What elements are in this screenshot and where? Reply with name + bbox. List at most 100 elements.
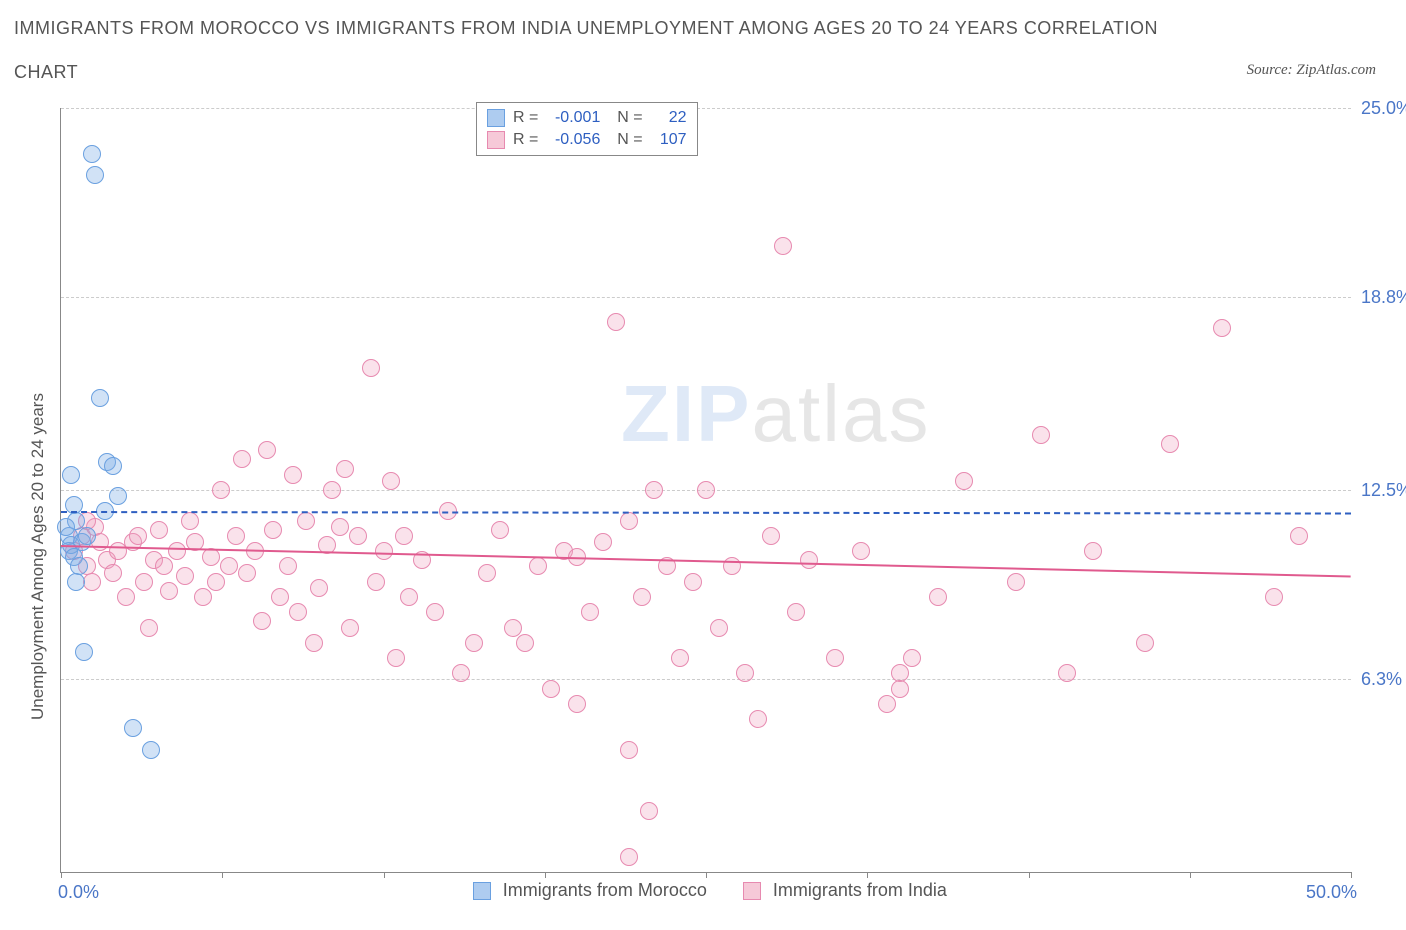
- data-point-morocco: [142, 741, 160, 759]
- chart-title-line1: IMMIGRANTS FROM MOROCCO VS IMMIGRANTS FR…: [14, 18, 1158, 39]
- gridline: [61, 108, 1351, 109]
- legend-swatch: [473, 882, 491, 900]
- data-point-morocco: [124, 719, 142, 737]
- data-point-india: [258, 441, 276, 459]
- data-point-india: [697, 481, 715, 499]
- data-point-india: [238, 564, 256, 582]
- data-point-india: [826, 649, 844, 667]
- data-point-india: [194, 588, 212, 606]
- data-point-india: [581, 603, 599, 621]
- data-point-india: [620, 512, 638, 530]
- legend-label: Immigrants from Morocco: [503, 880, 707, 901]
- data-point-india: [1007, 573, 1025, 591]
- legend-swatch: [487, 131, 505, 149]
- data-point-india: [331, 518, 349, 536]
- r-value: -0.056: [546, 129, 600, 151]
- legend-series: Immigrants from MoroccoImmigrants from I…: [473, 880, 971, 901]
- data-point-india: [891, 680, 909, 698]
- legend-stats-row: R = -0.001 N = 22: [487, 107, 687, 129]
- data-point-india: [645, 481, 663, 499]
- data-point-morocco: [62, 466, 80, 484]
- data-point-india: [465, 634, 483, 652]
- data-point-india: [212, 481, 230, 499]
- data-point-india: [607, 313, 625, 331]
- data-point-india: [620, 848, 638, 866]
- x-tick: [545, 872, 546, 878]
- data-point-india: [129, 527, 147, 545]
- data-point-india: [362, 359, 380, 377]
- x-axis-max-label: 50.0%: [1306, 882, 1357, 930]
- data-point-india: [336, 460, 354, 478]
- data-point-india: [903, 649, 921, 667]
- legend-stats: R = -0.001 N = 22R =-0.056 N =107: [476, 102, 698, 156]
- y-tick-label: 6.3%: [1361, 669, 1402, 690]
- n-value: 22: [651, 107, 687, 129]
- data-point-india: [491, 521, 509, 539]
- data-point-india: [349, 527, 367, 545]
- data-point-india: [1058, 664, 1076, 682]
- legend-swatch: [487, 109, 505, 127]
- x-tick: [1190, 872, 1191, 878]
- data-point-india: [395, 527, 413, 545]
- data-point-india: [516, 634, 534, 652]
- data-point-india: [264, 521, 282, 539]
- data-point-india: [529, 557, 547, 575]
- data-point-india: [787, 603, 805, 621]
- plot-area: ZIPatlas R = -0.001 N = 22R =-0.056 N =107…: [60, 108, 1351, 873]
- data-point-morocco: [75, 643, 93, 661]
- data-point-india: [168, 542, 186, 560]
- data-point-morocco: [57, 518, 75, 536]
- data-point-india: [1213, 319, 1231, 337]
- data-point-india: [749, 710, 767, 728]
- gridline: [61, 679, 1351, 680]
- data-point-india: [774, 237, 792, 255]
- data-point-india: [684, 573, 702, 591]
- data-point-india: [594, 533, 612, 551]
- data-point-morocco: [109, 487, 127, 505]
- data-point-morocco: [83, 145, 101, 163]
- data-point-india: [426, 603, 444, 621]
- data-point-india: [367, 573, 385, 591]
- x-tick: [384, 872, 385, 878]
- data-point-india: [160, 582, 178, 600]
- legend-stats-row: R =-0.056 N =107: [487, 129, 687, 151]
- x-tick: [1351, 872, 1352, 878]
- data-point-india: [117, 588, 135, 606]
- watermark-zip: ZIP: [621, 369, 751, 458]
- data-point-india: [297, 512, 315, 530]
- data-point-india: [140, 619, 158, 637]
- data-point-india: [955, 472, 973, 490]
- data-point-india: [289, 603, 307, 621]
- r-value: -0.001: [546, 107, 600, 129]
- watermark: ZIPatlas: [621, 368, 930, 460]
- data-point-india: [181, 512, 199, 530]
- data-point-india: [1084, 542, 1102, 560]
- n-label: N =: [608, 107, 642, 129]
- data-point-morocco: [67, 573, 85, 591]
- source-label: Source: ZipAtlas.com: [1247, 62, 1376, 79]
- data-point-india: [310, 579, 328, 597]
- legend-swatch: [743, 882, 761, 900]
- data-point-india: [375, 542, 393, 560]
- data-point-india: [1290, 527, 1308, 545]
- trend-line-morocco: [61, 511, 1351, 515]
- chart-title-line2: CHART: [14, 62, 78, 83]
- data-point-india: [279, 557, 297, 575]
- data-point-india: [852, 542, 870, 560]
- data-point-india: [233, 450, 251, 468]
- data-point-india: [400, 588, 418, 606]
- r-label: R =: [513, 107, 538, 129]
- data-point-india: [341, 619, 359, 637]
- x-tick: [867, 872, 868, 878]
- data-point-morocco: [86, 166, 104, 184]
- data-point-india: [284, 466, 302, 484]
- data-point-india: [568, 695, 586, 713]
- data-point-india: [452, 664, 470, 682]
- y-tick-label: 18.8%: [1361, 287, 1406, 308]
- data-point-india: [220, 557, 238, 575]
- x-tick: [1029, 872, 1030, 878]
- data-point-india: [633, 588, 651, 606]
- x-axis-min-label: 0.0%: [58, 882, 99, 930]
- data-point-india: [542, 680, 560, 698]
- data-point-india: [176, 567, 194, 585]
